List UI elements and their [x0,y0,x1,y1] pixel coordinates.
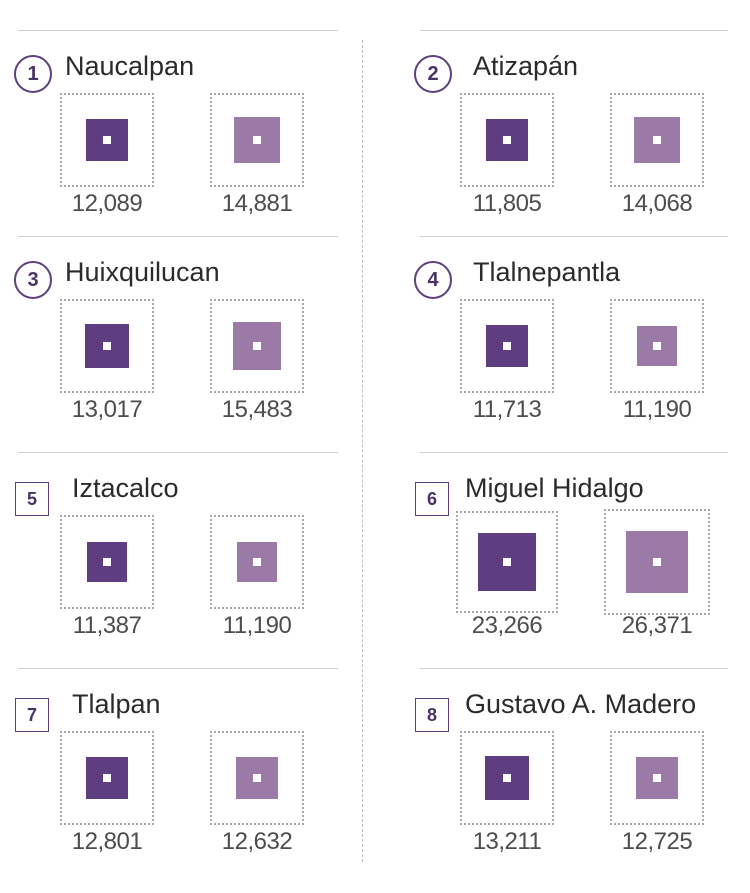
value-frame-second [610,299,704,393]
value-frame-first [60,299,154,393]
square-center-dot [653,136,661,144]
panel-number-badge: 8 [415,698,449,732]
panel-title: Gustavo A. Madero [465,689,697,719]
panel-separator [18,30,338,31]
value-frame-first [460,731,554,825]
square-center-dot [103,774,111,782]
square-center-dot [253,774,261,782]
panel-separator [420,236,728,237]
panel-separator [18,236,338,237]
value-frame-first [456,511,558,613]
panel-separator [420,668,728,669]
square-center-dot [253,558,261,566]
value-label-first: 11,713 [472,396,542,423]
value-frame-second [210,299,304,393]
panel-title: Naucalpan [65,51,195,81]
panel-number-badge: 4 [414,261,452,299]
value-label-second: 12,725 [621,828,693,855]
panel-title: Tlalnepantla [473,257,621,287]
column-divider [362,40,363,862]
square-center-dot [103,136,111,144]
value-label-first: 13,017 [71,396,143,423]
panel-number-badge: 1 [14,55,52,93]
value-label-first: 12,801 [71,828,143,855]
value-frame-first [60,731,154,825]
panel-number-badge: 3 [14,261,52,299]
panel-title: Iztacalco [72,473,179,503]
value-label-first: 23,266 [471,612,543,639]
value-label-second: 15,483 [221,396,293,423]
panel-separator [420,30,728,31]
value-frame-first [460,299,554,393]
panel-separator [18,452,338,453]
value-label-second: 11,190 [622,396,692,423]
panel-title: Atizapán [473,51,579,81]
value-label-second: 14,068 [621,190,693,217]
value-frame-second [210,93,304,187]
value-label-first: 13,211 [472,828,542,855]
panel-title: Huixquilucan [65,257,220,287]
value-frame-first [60,93,154,187]
value-label-first: 12,089 [71,190,143,217]
panel-separator [420,452,728,453]
square-center-dot [503,558,511,566]
panel-number-badge: 6 [415,482,449,516]
value-frame-second [604,509,710,615]
square-center-dot [103,558,111,566]
value-label-second: 26,371 [621,612,693,639]
value-frame-second [210,515,304,609]
value-frame-first [60,515,154,609]
panel-title: Tlalpan [72,689,161,719]
value-label-first: 11,387 [72,612,142,639]
value-frame-second [610,93,704,187]
value-frame-second [210,731,304,825]
square-center-dot [653,342,661,350]
value-frame-second [610,731,704,825]
panel-number-badge: 2 [414,55,452,93]
value-label-first: 11,805 [472,190,542,217]
panel-number-badge: 7 [15,698,49,732]
square-center-dot [503,342,511,350]
value-frame-first [460,93,554,187]
value-label-second: 14,881 [221,190,293,217]
square-center-dot [503,774,511,782]
panel-number-badge: 5 [15,482,49,516]
panel-title: Miguel Hidalgo [465,473,644,503]
panel-separator [18,668,338,669]
square-center-dot [653,774,661,782]
square-center-dot [253,136,261,144]
value-label-second: 11,190 [222,612,292,639]
square-center-dot [253,342,261,350]
value-label-second: 12,632 [221,828,293,855]
square-center-dot [503,136,511,144]
square-center-dot [653,558,661,566]
square-center-dot [103,342,111,350]
